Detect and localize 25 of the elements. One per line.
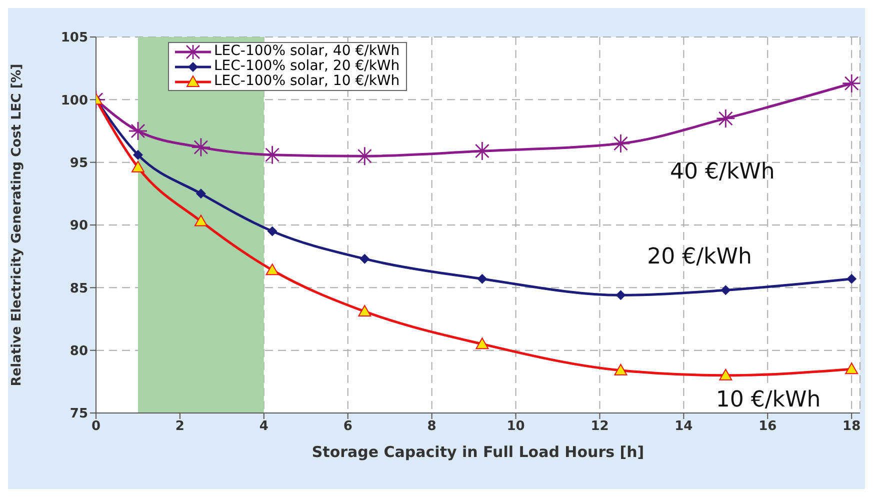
y-axis-title: Relative Electricity Generating Cost LEC [%] (10, 64, 25, 386)
x-tick-label: 4 (259, 419, 268, 434)
x-tick-label: 8 (427, 419, 436, 434)
legend-label: LEC-100% solar, 20 €/kWh (214, 58, 400, 74)
y-tick-label: 100 (60, 93, 88, 108)
y-tick-label: 75 (70, 406, 88, 422)
x-tick-label: 10 (506, 419, 525, 434)
x-tick-label: 0 (91, 419, 101, 434)
y-tick-label: 85 (70, 281, 88, 296)
y-tick-label: 90 (70, 218, 88, 234)
y-tick-label: 80 (70, 344, 88, 359)
x-tick-label: 16 (758, 419, 777, 434)
annotation: 10 €/kWh (712, 387, 824, 412)
x-tick-label: 2 (175, 419, 184, 434)
x-tick-label: 6 (343, 419, 352, 434)
annotation: 40 €/kWh (669, 160, 776, 185)
legend-label: LEC-100% solar, 10 €/kWh (214, 73, 400, 89)
y-tick-label: 95 (70, 156, 88, 171)
x-axis-title: Storage Capacity in Full Load Hours [h] (312, 443, 644, 461)
x-tick-label: 12 (590, 419, 609, 434)
x-tick-label: 18 (842, 419, 861, 434)
annotation: 20 €/kWh (646, 244, 753, 270)
legend-label: LEC-100% solar, 40 €/kWh (214, 43, 400, 59)
x-tick-label: 14 (674, 419, 693, 434)
y-tick-label: 105 (60, 30, 88, 46)
